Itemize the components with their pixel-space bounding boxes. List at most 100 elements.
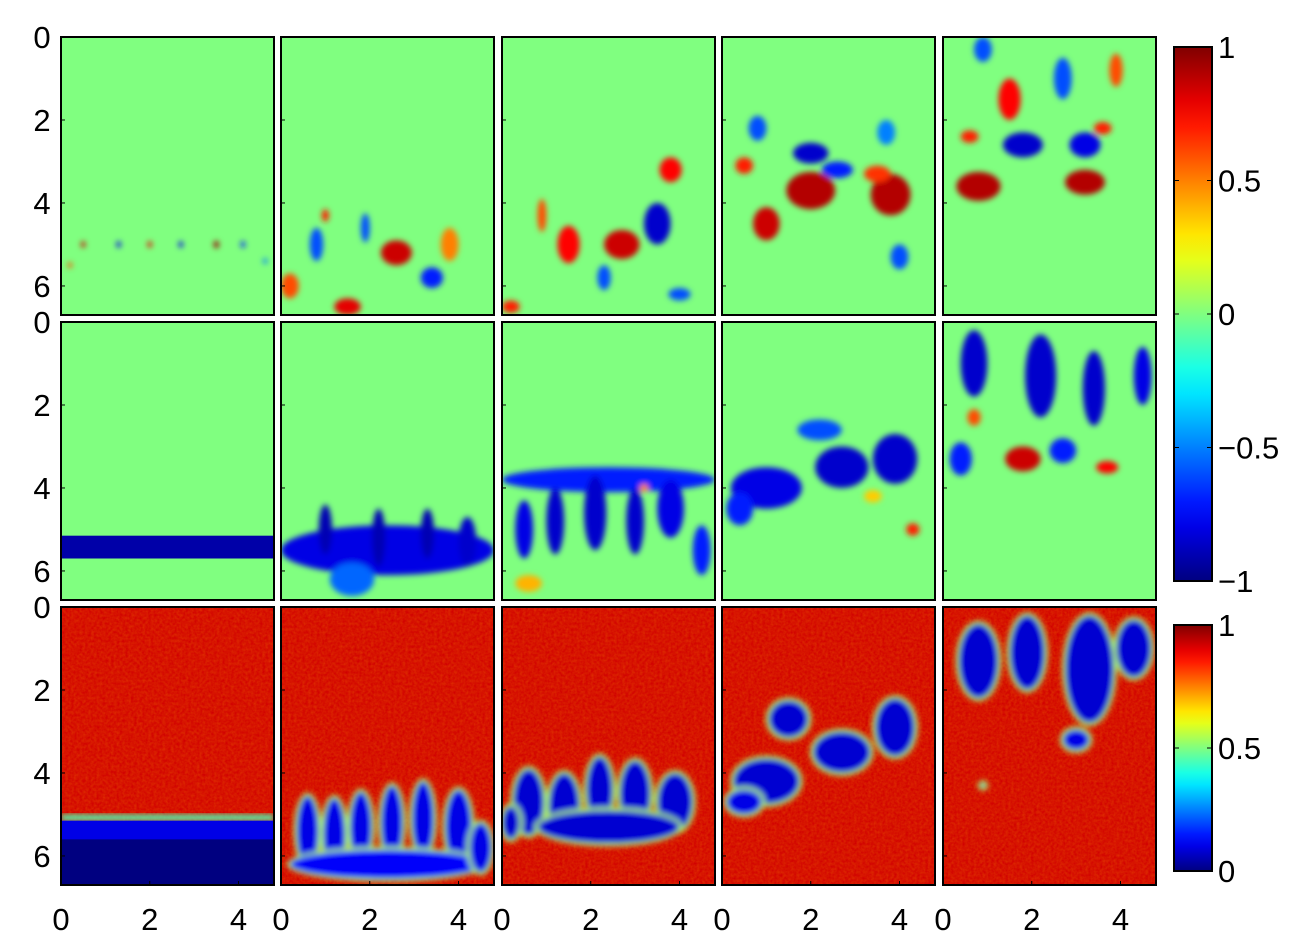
blob [537, 810, 680, 844]
colorbar-2: 10.50 [1173, 608, 1261, 889]
blob [584, 475, 607, 551]
panel-r1-c3 [501, 36, 716, 316]
panel-frame [501, 321, 716, 601]
blob [872, 434, 918, 484]
band-deep [61, 839, 274, 885]
blob [420, 508, 435, 559]
blob [281, 273, 299, 299]
panel-r1-c2 [280, 36, 495, 316]
panel-r3-c5 [942, 606, 1157, 886]
blob [597, 265, 611, 291]
panel-frame [60, 321, 275, 601]
blob [67, 262, 73, 269]
blob [360, 213, 370, 243]
blob [502, 806, 520, 840]
x-tick-label: 0 [934, 902, 951, 937]
blob [604, 229, 640, 259]
blob [786, 171, 836, 210]
panel-r3-c3 [501, 606, 716, 886]
panel-r1-c4 [721, 36, 936, 316]
panel-background [61, 37, 274, 315]
blob [329, 562, 375, 596]
band-transition [61, 814, 274, 821]
blob [411, 781, 435, 856]
blob [639, 483, 649, 493]
panel-field [502, 322, 715, 600]
y-tick-label: 2 [33, 103, 50, 138]
blob [1096, 461, 1119, 474]
blob [1133, 346, 1152, 405]
x-tick-label: 4 [671, 902, 688, 937]
blob [793, 142, 829, 164]
blob [469, 822, 492, 873]
colorbar-tick-label: 1 [1218, 30, 1235, 65]
blob [321, 209, 329, 222]
y-tick-label: 6 [33, 269, 50, 304]
blob [1082, 351, 1105, 426]
panel-blobs [723, 695, 919, 818]
panel-blobs [502, 467, 715, 592]
blob [116, 241, 121, 248]
blob [890, 244, 909, 270]
panel-blobs [281, 209, 459, 315]
x-tick-label: 4 [230, 902, 247, 937]
blob [420, 267, 443, 289]
x-tick-label: 4 [450, 902, 467, 937]
panel-r3-c1 [60, 606, 275, 886]
blob [502, 467, 715, 493]
blob [281, 525, 494, 576]
blob [1049, 438, 1077, 464]
blob [296, 795, 319, 867]
colorbar-tick-label: 0.5 [1218, 164, 1261, 199]
blob [768, 700, 809, 738]
panel-r1-c5 [942, 36, 1157, 316]
blob [1093, 122, 1112, 135]
blob [906, 523, 920, 536]
y-tick-label: 6 [33, 554, 50, 589]
blob [956, 171, 1001, 201]
blob [147, 241, 152, 248]
blob [213, 240, 219, 249]
panel-frame [280, 321, 495, 601]
panel-r3-c4 [721, 606, 936, 886]
blob [949, 442, 972, 476]
blob [998, 78, 1021, 120]
colorbar-tick-label: 0 [1218, 854, 1235, 889]
blob [960, 330, 988, 397]
blob [812, 731, 871, 773]
panel-grid [60, 36, 1157, 886]
blob [546, 487, 565, 555]
panel-r1-c1 [60, 36, 275, 316]
blob [821, 161, 853, 179]
y-tick-label: 4 [33, 756, 50, 791]
colorbar-tick-label: −1 [1218, 564, 1253, 599]
x-tick-label: 4 [1112, 902, 1129, 937]
panel-blobs [502, 753, 696, 847]
x-tick-label: 2 [361, 902, 378, 937]
panel-field [281, 607, 494, 885]
panel-frame [501, 36, 716, 316]
panel-blobs [67, 240, 268, 269]
colorbar-tick-label: 0.5 [1218, 731, 1261, 766]
blob [586, 756, 613, 823]
blob [557, 225, 580, 264]
blob [974, 37, 992, 62]
panel-frame [942, 321, 1157, 601]
blob [864, 165, 891, 183]
panel-blobs [949, 330, 1152, 476]
panel-field [722, 607, 935, 885]
blob [870, 173, 911, 216]
panel-field [943, 37, 1156, 315]
colorbar-1: 1 0.5 0 −0.5 −1 [1173, 30, 1279, 599]
blob [864, 490, 882, 503]
blob [1069, 132, 1101, 158]
panel-background [502, 322, 715, 600]
blob [1025, 334, 1057, 418]
blob [726, 492, 754, 526]
panel-r2-c1 [60, 321, 275, 601]
blob [289, 849, 486, 879]
x-tick-label: 0 [52, 902, 69, 937]
panel-blobs [286, 778, 494, 882]
blob [797, 419, 842, 441]
panel-field [281, 37, 494, 315]
